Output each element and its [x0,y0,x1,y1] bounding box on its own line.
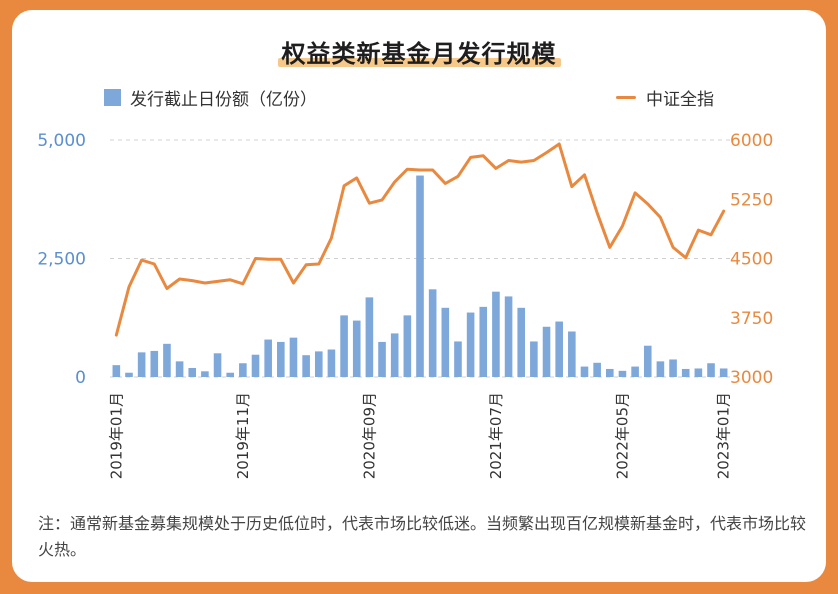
bar [239,363,247,377]
bar [441,307,450,377]
bar [403,315,412,377]
legend-bar-label: 发行截止日份额（亿份） [130,90,317,110]
bar [479,306,488,377]
chart-title: 权益类新基金月发行规模 [281,40,557,68]
bar [175,361,184,377]
right-axis-tick-label: 4500 [730,250,773,270]
bar [606,368,614,377]
legend-line-entry: 中证全指 [616,85,714,110]
bar [707,363,715,377]
bar [618,370,627,377]
bar [504,296,513,377]
bar [681,368,690,377]
bar [416,175,424,377]
bar [568,331,576,377]
legend-line-swatch [616,96,636,99]
bar [226,372,234,377]
bar [327,349,336,377]
x-axis-tick-label: 2022年05月 [613,392,631,479]
bar [264,339,272,377]
bar [277,341,285,377]
x-axis-tick-label: 2021年07月 [487,392,505,479]
bar [251,354,260,377]
legend-bar-entry: 发行截止日份额（亿份） [104,85,317,110]
bar [656,361,665,377]
chart-title-box: 权益类新基金月发行规模 [277,34,561,69]
bar [378,341,386,377]
left-axis-tick-label: 0 [75,368,86,388]
right-axis-tick-label: 3000 [730,368,773,388]
right-axis-tick-label: 5250 [730,190,773,210]
bar [694,368,703,377]
bar [352,320,361,377]
left-axis-tick-label: 2,500 [37,250,86,270]
bar [542,326,551,377]
bar [340,315,348,377]
bar [593,362,601,377]
bar [390,333,399,377]
footnote: 注：通常新基金募集规模处于历史低位时，代表市场比较低迷。当频繁出现百亿规模新基金… [38,514,807,559]
x-axis-tick-label: 2019年11月 [234,392,252,479]
bar [289,337,298,377]
bar [454,341,462,377]
bar [188,367,197,377]
bar [150,350,159,377]
bar [580,366,589,377]
title-highlight [277,58,561,67]
bar [428,289,437,377]
x-axis-tick-label: 2019年01月 [107,392,125,479]
right-axis-tick-label: 6000 [730,131,773,151]
bar [137,352,146,377]
bar [365,297,374,377]
bar [201,371,209,377]
bar [517,307,526,377]
chart-card: 权益类新基金月发行规模 发行截止日份额（亿份） 中证全指 5,000 2,500 0… [12,10,826,582]
combo-chart: 5,000 2,500 0 6000 5250 4500 3750 3000 2019年01月 2… [37,131,773,479]
bar [631,366,639,377]
bar [213,353,222,377]
bar [669,359,677,377]
legend-bar-swatch [104,89,121,106]
bar [555,321,563,377]
bar [302,355,310,377]
bar [314,351,323,377]
bar [530,341,538,377]
x-axis-tick-label: 2020年09月 [360,392,378,479]
bar [492,291,500,377]
right-axis-tick-label: 3750 [730,309,773,329]
bar [125,372,133,377]
bar [163,343,171,377]
bar [112,365,121,377]
bar [466,312,475,377]
bar [643,345,652,377]
left-axis-tick-label: 5,000 [37,131,86,151]
legend-line-label: 中证全指 [646,90,714,110]
x-axis-tick-label: 2023年01月 [715,392,733,479]
series-line-中证全指 [114,142,726,337]
title-wrap: 权益类新基金月发行规模 [12,34,826,69]
bar [719,368,728,377]
